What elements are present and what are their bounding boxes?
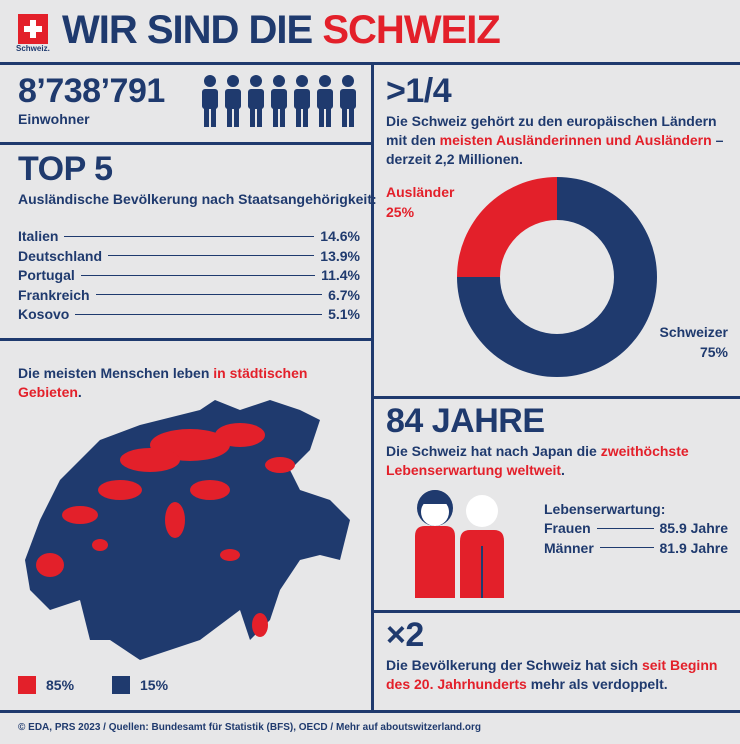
- donut-segment: [457, 177, 657, 377]
- text: Die Schweiz hat nach Japan die: [386, 443, 601, 459]
- life-label: Lebenserwartung:: [544, 501, 666, 517]
- donut-segment: [457, 177, 557, 277]
- swiss-map: [25, 400, 350, 660]
- row-label: Männer: [544, 539, 594, 556]
- leader-line: [64, 235, 315, 237]
- row-value: 81.9 Jahre: [659, 539, 729, 556]
- population-value: 8’738’791: [18, 72, 165, 110]
- row-value: 85.9 Jahre: [659, 520, 729, 536]
- row-label: Italien: [18, 228, 59, 244]
- life-text: Die Schweiz hat nach Japan die zweithöch…: [386, 442, 731, 480]
- doubling-headline: ×2: [386, 616, 424, 654]
- text-highlight: seit Beginn des 20. Jahrhunderts: [386, 657, 718, 692]
- list-row: Deutschland 13.9%: [18, 248, 360, 264]
- title-red: SCHWEIZ: [322, 8, 500, 52]
- title-navy: WIR SIND DIE: [62, 8, 313, 52]
- row-value: 14.6%: [320, 228, 360, 244]
- row-label: Kosovo: [18, 306, 70, 322]
- population-label: Einwohner: [18, 111, 90, 127]
- list-row: Männer 81.9 Jahre: [544, 540, 728, 556]
- elderly-icon: [415, 490, 504, 598]
- people-icons: [202, 75, 356, 127]
- donut-label: Ausländer: [386, 184, 455, 200]
- list-row: Kosovo 5.1%: [18, 306, 360, 322]
- legend-rural: 15%: [140, 677, 169, 693]
- leader-line: [80, 274, 316, 276]
- leader-line: [108, 255, 315, 256]
- leader-line: [95, 294, 323, 295]
- row-label: Frauen: [544, 520, 591, 536]
- top5-title: TOP 5: [18, 150, 113, 188]
- leader-line: [75, 313, 323, 315]
- donut-value-label: 25%: [386, 204, 415, 220]
- top5-subtitle: Ausländische Bevölkerung nach Staatsange…: [18, 191, 377, 207]
- list-row: Italien 14.6%: [18, 228, 360, 244]
- donut-label: Schweizer: [660, 324, 729, 340]
- row-value: 11.4%: [321, 267, 360, 283]
- row-value: 13.9%: [320, 247, 360, 264]
- row-value: 6.7%: [328, 286, 360, 303]
- row-label: Frankreich: [18, 286, 90, 303]
- footer: © EDA, PRS 2023 / Quellen: Bundesamt für…: [18, 722, 481, 733]
- list-row: Frankreich 6.7%: [18, 287, 360, 303]
- leader-line: [596, 527, 654, 529]
- text-highlight: meisten Ausländerinnen und Ausländern: [439, 132, 712, 148]
- life-headline: 84 JAHRE: [386, 402, 545, 440]
- list-row: Portugal 11.4%: [18, 267, 360, 283]
- text: Die Schweiz gehört zu den europäischen L…: [386, 113, 717, 148]
- text: mehr als verdoppelt.: [526, 676, 668, 692]
- text-highlight: in städtischen Gebieten: [18, 365, 308, 400]
- donut-value-label: 75%: [700, 344, 729, 360]
- logo-text: Schweiz.: [16, 44, 50, 53]
- list-row: Frauen 85.9 Jahre: [544, 520, 728, 536]
- foreigners-text: Die Schweiz gehört zu den europäischen L…: [386, 112, 731, 169]
- row-label: Portugal: [18, 267, 75, 283]
- text: Die Bevölkerung der Schweiz hat sich: [386, 657, 642, 673]
- foreigners-headline: >1/4: [386, 72, 452, 110]
- text: .: [561, 462, 565, 478]
- donut-chart: Ausländer 25% Schweizer 75%: [386, 177, 729, 377]
- text: Die meisten Menschen leben: [18, 365, 214, 381]
- text: – derzeit 2,2 Millionen.: [386, 132, 724, 167]
- doubling-text: Die Bevölkerung der Schweiz hat sich sei…: [386, 656, 731, 694]
- text-highlight: zweithöchste Lebenserwartung weltweit: [386, 443, 689, 478]
- legend-urban: 85%: [46, 677, 75, 693]
- text: .: [77, 384, 82, 400]
- swiss-flag: [18, 14, 48, 44]
- title: WIR SIND DIE SCHWEIZ: [62, 8, 501, 53]
- row-value: 5.1%: [328, 306, 360, 322]
- row-label: Deutschland: [18, 247, 103, 264]
- urban-text: Die meisten Menschen leben in städtische…: [18, 364, 338, 402]
- leader-line: [599, 547, 654, 548]
